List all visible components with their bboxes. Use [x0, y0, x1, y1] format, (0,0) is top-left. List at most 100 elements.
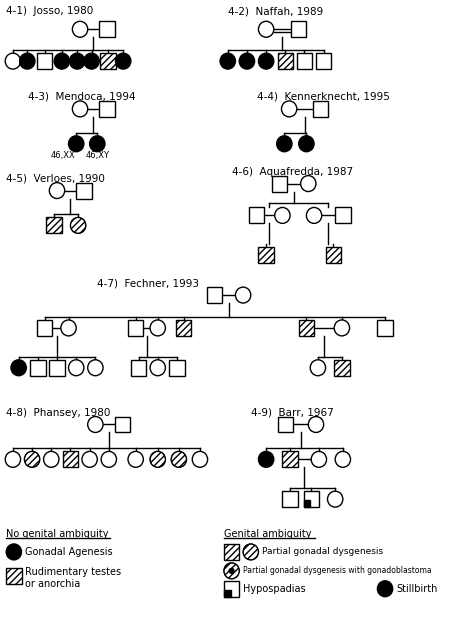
Bar: [169, 360, 184, 376]
Bar: [100, 53, 116, 69]
Circle shape: [171, 451, 186, 467]
Bar: [258, 247, 274, 263]
Circle shape: [88, 417, 103, 432]
Bar: [326, 247, 341, 263]
Text: Rudimentary testes: Rudimentary testes: [26, 567, 121, 577]
Bar: [224, 581, 239, 597]
Circle shape: [335, 451, 351, 467]
Bar: [224, 544, 239, 560]
Bar: [176, 320, 191, 336]
Circle shape: [308, 417, 324, 432]
Bar: [326, 247, 341, 263]
Circle shape: [236, 287, 251, 303]
Circle shape: [220, 53, 236, 69]
Circle shape: [54, 53, 70, 69]
Text: Stillbirth: Stillbirth: [397, 584, 438, 594]
Bar: [99, 21, 115, 37]
Circle shape: [377, 581, 393, 597]
Circle shape: [243, 544, 258, 560]
Circle shape: [229, 568, 234, 573]
Circle shape: [88, 360, 103, 376]
Bar: [76, 183, 91, 198]
Bar: [131, 360, 146, 376]
Bar: [278, 417, 293, 432]
Circle shape: [301, 175, 316, 192]
Bar: [100, 53, 116, 69]
Circle shape: [44, 451, 59, 467]
Circle shape: [69, 360, 84, 376]
Bar: [303, 500, 310, 507]
Bar: [30, 360, 46, 376]
Circle shape: [275, 207, 290, 223]
Circle shape: [19, 53, 35, 69]
Bar: [224, 544, 239, 560]
Text: 46,XY: 46,XY: [85, 151, 109, 160]
Circle shape: [5, 451, 20, 467]
Bar: [278, 53, 293, 69]
Circle shape: [84, 53, 99, 69]
Text: 4-1)  Josso, 1980: 4-1) Josso, 1980: [6, 6, 93, 16]
Bar: [224, 590, 231, 597]
Circle shape: [61, 320, 76, 336]
Bar: [176, 320, 191, 336]
Circle shape: [192, 451, 208, 467]
Bar: [299, 320, 314, 336]
Bar: [278, 53, 293, 69]
Text: 4-3)  Mendoca, 1994: 4-3) Mendoca, 1994: [28, 92, 136, 102]
Bar: [6, 568, 21, 584]
Text: Gonadal Agenesis: Gonadal Agenesis: [26, 547, 113, 557]
Circle shape: [224, 563, 239, 579]
Circle shape: [24, 451, 40, 467]
Circle shape: [90, 136, 105, 152]
Bar: [334, 360, 349, 376]
Circle shape: [277, 136, 292, 152]
Text: 4-2)  Naffah, 1989: 4-2) Naffah, 1989: [228, 6, 323, 16]
Text: 4-9)  Barr, 1967: 4-9) Barr, 1967: [251, 407, 334, 417]
Bar: [303, 491, 319, 507]
Circle shape: [73, 101, 88, 117]
Bar: [299, 320, 314, 336]
Text: Partial gonadal dysgenesis with gonadoblastoma: Partial gonadal dysgenesis with gonadobl…: [243, 567, 432, 575]
Circle shape: [328, 491, 343, 507]
Circle shape: [49, 183, 64, 198]
Circle shape: [150, 360, 165, 376]
Text: Partial gonadal dysgenesis: Partial gonadal dysgenesis: [262, 547, 383, 557]
Bar: [249, 207, 264, 223]
Circle shape: [82, 451, 97, 467]
Bar: [316, 53, 331, 69]
Bar: [258, 247, 274, 263]
Text: 46,XX: 46,XX: [50, 151, 75, 160]
Bar: [291, 21, 306, 37]
Circle shape: [306, 207, 322, 223]
Bar: [207, 287, 222, 303]
Bar: [335, 207, 351, 223]
Circle shape: [101, 451, 117, 467]
Bar: [272, 175, 287, 192]
Text: 4-5)  Verloes, 1990: 4-5) Verloes, 1990: [6, 173, 105, 183]
Bar: [334, 360, 349, 376]
Bar: [283, 491, 298, 507]
Bar: [128, 320, 143, 336]
Circle shape: [73, 21, 88, 37]
Text: No genital ambiguity: No genital ambiguity: [6, 529, 109, 539]
Circle shape: [150, 320, 165, 336]
Circle shape: [258, 53, 274, 69]
Text: 4-6)  Aquafredda, 1987: 4-6) Aquafredda, 1987: [232, 167, 353, 177]
Circle shape: [239, 53, 255, 69]
Circle shape: [282, 101, 297, 117]
Circle shape: [311, 451, 327, 467]
Circle shape: [5, 53, 20, 69]
Bar: [115, 417, 130, 432]
Bar: [6, 568, 21, 584]
Bar: [99, 101, 115, 117]
Bar: [283, 451, 298, 467]
Text: 4-4)  Kennerknecht, 1995: 4-4) Kennerknecht, 1995: [256, 92, 390, 102]
Bar: [37, 320, 52, 336]
Circle shape: [334, 320, 349, 336]
Circle shape: [299, 136, 314, 152]
Bar: [63, 451, 78, 467]
Text: or anorchia: or anorchia: [26, 579, 81, 589]
Bar: [46, 217, 62, 233]
Bar: [46, 217, 62, 233]
Circle shape: [116, 53, 131, 69]
